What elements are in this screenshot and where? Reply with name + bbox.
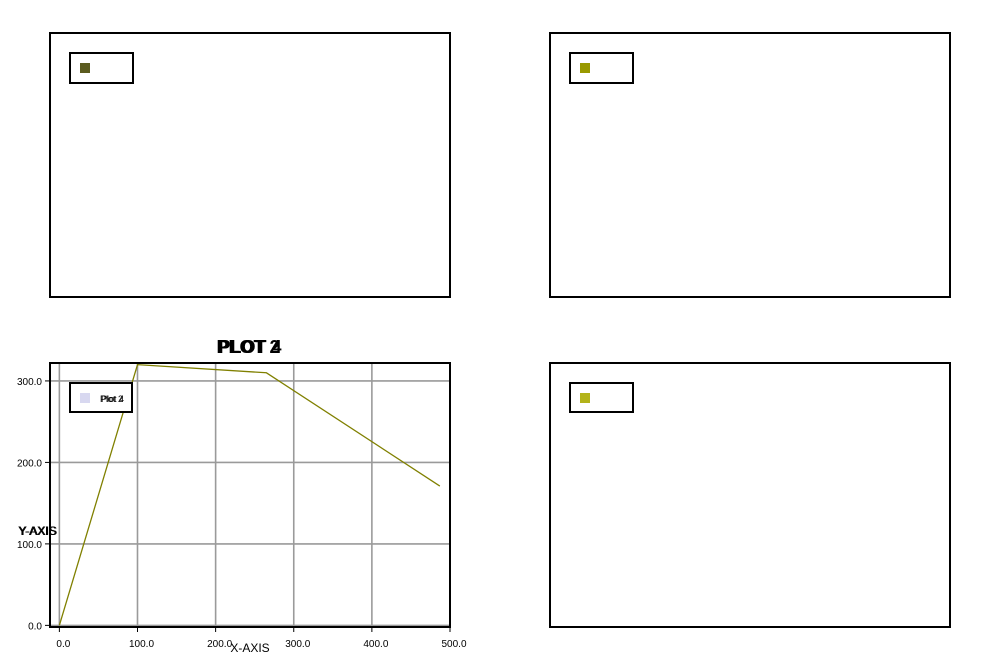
legend-box — [569, 382, 634, 413]
axes-frame — [49, 32, 451, 298]
legend: Plot 2 Plot 4 — [69, 382, 133, 413]
y-tick-label: 200.0 — [17, 458, 42, 469]
panel-top-right — [549, 32, 951, 298]
legend-label-overlap: Plot 4 — [101, 394, 124, 404]
y-tick-label: 0.0 — [28, 621, 42, 632]
x-tick-label: 0.0 — [56, 639, 70, 650]
legend — [69, 52, 134, 84]
x-tick-label: 200.0 — [207, 639, 232, 650]
panel-bottom-right — [549, 362, 951, 628]
axes-frame — [49, 362, 451, 628]
x-axis-label: X-AXIS — [230, 641, 269, 655]
legend-swatch — [80, 63, 90, 73]
panel-top-left — [49, 32, 451, 298]
grid — [50, 363, 450, 627]
legend-label: Plot 2 — [100, 394, 123, 404]
axes-frame — [549, 362, 951, 628]
legend-swatch — [80, 393, 90, 403]
legend-box — [69, 52, 134, 84]
ticks: 0.0 100.0 200.0 300.0 400.0 500.0 0.0 100.0 200.… — [17, 377, 467, 650]
panel-title: PLOT 2 — [216, 337, 279, 357]
legend — [569, 382, 634, 413]
panel-bottom-left: PLOT 2 PLOT 4 0.0 100.0 200.0 300.0 400.0 500… — [17, 337, 467, 655]
panel-title-overlap: PLOT 4 — [218, 337, 281, 357]
axes-frame — [549, 32, 951, 298]
legend-swatch — [580, 63, 590, 73]
series — [58, 363, 441, 626]
legend-swatch — [580, 393, 590, 403]
x-tick-label: 100.0 — [129, 639, 154, 650]
y-axis-label-overlap: Y-AXIS — [19, 524, 57, 538]
x-tick-label: 400.0 — [363, 639, 388, 650]
y-tick-label: 100.0 — [17, 540, 42, 551]
x-tick-label: 500.0 — [441, 639, 466, 650]
legend-box — [569, 52, 634, 84]
x-tick-label: 300.0 — [285, 639, 310, 650]
series-line — [58, 363, 441, 626]
legend — [569, 52, 634, 84]
y-tick-label: 300.0 — [17, 377, 42, 388]
y-axis-label: Y-AXIS — [18, 524, 56, 538]
